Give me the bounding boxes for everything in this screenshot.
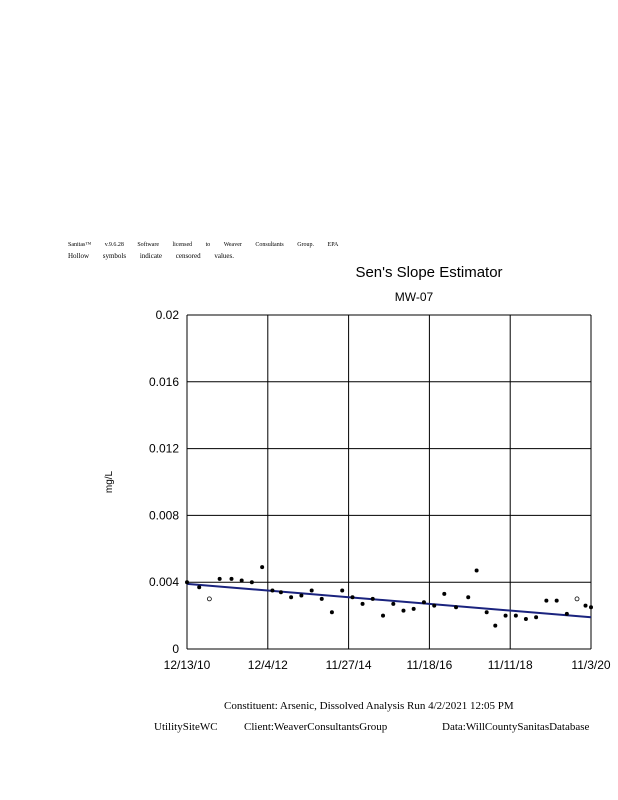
data-point <box>466 595 471 600</box>
x-tick-label: 11/11/18 <box>488 658 533 672</box>
data-point <box>513 613 518 618</box>
y-tick-label: 0.012 <box>149 442 179 456</box>
data-point <box>340 588 345 593</box>
sens-slope-trend-line <box>186 582 592 619</box>
data-point <box>493 623 498 628</box>
data-point <box>289 595 294 600</box>
data-point <box>564 611 569 616</box>
data-point <box>360 601 365 606</box>
grid-lines <box>186 314 592 650</box>
site-info: UtilitySiteWC <box>154 721 218 733</box>
data-point <box>442 591 447 596</box>
data-point <box>309 588 314 593</box>
data-point <box>484 610 489 615</box>
constituent-info: Constituent: Arsenic, Dissolved Analysis… <box>224 700 514 712</box>
data-point <box>554 598 559 603</box>
x-tick-label: 12/4/12 <box>248 658 288 672</box>
chart-subtitle: MW-07 <box>394 290 434 304</box>
x-tick-labels: 12/13/10 12/4/12 11/27/14 11/18/16 11/11/18 1… <box>164 658 611 672</box>
data-point <box>544 598 549 603</box>
data-point <box>260 565 265 570</box>
data-point <box>217 576 222 581</box>
data-point <box>381 613 386 618</box>
x-tick-label: 11/27/14 <box>326 658 372 672</box>
y-tick-label: 0 <box>172 642 179 656</box>
data-point <box>319 596 324 601</box>
data-point <box>589 605 593 610</box>
x-tick-label: 12/13/10 <box>164 658 211 672</box>
data-point <box>421 600 426 605</box>
censored-data-point <box>574 596 580 602</box>
data-points <box>185 565 593 628</box>
data-point <box>534 615 539 620</box>
data-point <box>329 610 334 615</box>
database-info: Data:WillCountySanitasDatabase <box>442 721 590 733</box>
data-point <box>239 578 244 583</box>
y-tick-labels: 0 0.004 0.008 0.012 0.016 0.02 <box>149 308 179 656</box>
trend-line-group <box>186 582 592 619</box>
censored-values-note: Hollow symbols indicate censored values. <box>68 252 235 260</box>
x-tick-label: 11/3/20 <box>571 658 610 672</box>
data-point <box>391 601 396 606</box>
data-point <box>503 613 508 618</box>
data-point <box>523 616 528 621</box>
y-tick-label: 0.004 <box>149 575 179 589</box>
data-point <box>583 603 588 608</box>
data-point <box>278 590 283 595</box>
data-point <box>299 593 304 598</box>
x-tick-label: 11/18/16 <box>406 658 452 672</box>
data-point <box>432 603 437 608</box>
censored-data-point <box>206 596 212 602</box>
data-point <box>474 568 479 573</box>
chart-title: Sen's Slope Estimator <box>355 264 503 281</box>
data-point <box>454 605 459 610</box>
data-point <box>229 576 234 581</box>
y-tick-label: 0.008 <box>149 508 179 522</box>
y-tick-label: 0.016 <box>149 375 179 389</box>
data-point <box>401 608 406 613</box>
data-point <box>185 580 189 585</box>
data-point <box>197 585 202 590</box>
data-point <box>411 606 416 611</box>
data-point <box>270 588 275 593</box>
client-info: Client:WeaverConsultantsGroup <box>244 721 388 733</box>
data-point <box>370 596 375 601</box>
data-point <box>350 595 355 600</box>
y-tick-label: 0.02 <box>156 308 180 322</box>
data-point <box>249 580 254 585</box>
y-axis-label: mg/L <box>104 470 115 493</box>
software-license-note: Sanitas™ v.9.6.28 Software licensed to W… <box>68 242 339 248</box>
